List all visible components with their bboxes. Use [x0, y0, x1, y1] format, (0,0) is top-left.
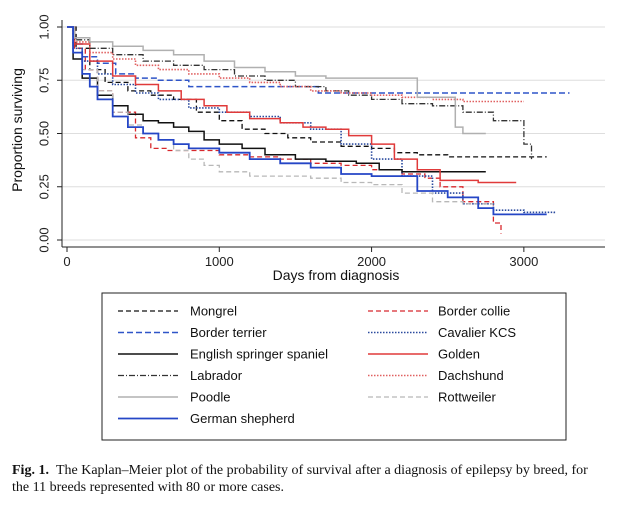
legend: Mongrel Border terrier English springer sp…: [101, 292, 567, 441]
legend-box: [101, 292, 567, 441]
legend-label: English springer spaniel: [190, 347, 328, 362]
figure-caption: Fig. 1. The Kaplan–Meier plot of the pro…: [12, 462, 608, 496]
legend-label: Cavalier KCS: [438, 325, 516, 340]
series-line-cavalier-kcs: [67, 26, 556, 215]
y-tick-label: 0.25: [36, 174, 51, 199]
x-axis-label: Days from diagnosis: [273, 267, 400, 283]
series-line-english-springer-spaniel: [67, 26, 486, 173]
series-line-mongrel: [67, 26, 547, 158]
y-axis-label: Proportion surviving: [9, 68, 25, 192]
y-tick-label: 0.00: [36, 227, 51, 252]
series-lines: [67, 26, 570, 234]
legend-label: Rottweiler: [438, 390, 496, 405]
legend-label: Border terrier: [190, 325, 267, 340]
chart: 0 1000 2000 3000 0.00 0.25 0.50 0.75 1.00 Days f…: [9, 14, 605, 441]
caption-label: Fig. 1.: [12, 463, 49, 478]
ticks: 0 1000 2000 3000 0.00 0.25 0.50 0.75 1.00: [36, 14, 538, 269]
series-line-poodle: [67, 26, 486, 135]
series-line-german-shepherd: [67, 26, 547, 216]
series-line-golden: [67, 26, 517, 184]
legend-label: Poodle: [190, 390, 230, 405]
caption-text: The Kaplan–Meier plot of the probability…: [12, 463, 588, 495]
legend-label: Mongrel: [190, 304, 237, 319]
y-tick-label: 0.50: [36, 121, 51, 146]
legend-label: Labrador: [190, 368, 243, 383]
x-tick-label: 3000: [509, 254, 538, 269]
y-tick-label: 0.75: [36, 68, 51, 93]
legend-label: German shepherd: [190, 411, 295, 426]
legend-label: Border collie: [438, 304, 510, 319]
y-tick-label: 1.00: [36, 14, 51, 39]
x-tick-label: 0: [63, 254, 70, 269]
series-line-labrador: [67, 26, 533, 160]
x-tick-label: 2000: [357, 254, 386, 269]
x-tick-label: 1000: [205, 254, 234, 269]
legend-label: Dachshund: [438, 368, 504, 383]
series-line-dachshund: [67, 26, 524, 103]
legend-label: Golden: [438, 347, 480, 362]
series-line-border-collie: [67, 26, 502, 234]
series-line-rottweiler: [67, 26, 494, 205]
